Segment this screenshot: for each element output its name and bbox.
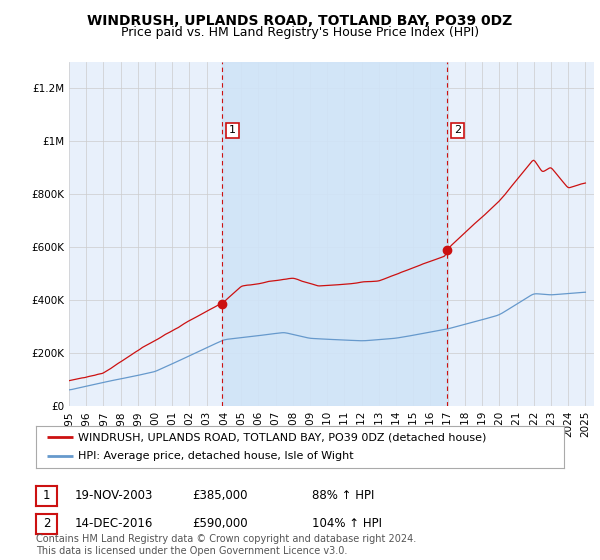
Text: WINDRUSH, UPLANDS ROAD, TOTLAND BAY, PO39 0DZ (detached house): WINDRUSH, UPLANDS ROAD, TOTLAND BAY, PO3… <box>78 432 487 442</box>
Text: 19-NOV-2003: 19-NOV-2003 <box>75 489 154 502</box>
Text: £385,000: £385,000 <box>192 489 248 502</box>
Text: Contains HM Land Registry data © Crown copyright and database right 2024.
This d: Contains HM Land Registry data © Crown c… <box>36 534 416 556</box>
Text: 1: 1 <box>43 489 50 502</box>
Text: 88% ↑ HPI: 88% ↑ HPI <box>312 489 374 502</box>
Text: Price paid vs. HM Land Registry's House Price Index (HPI): Price paid vs. HM Land Registry's House … <box>121 26 479 39</box>
Text: WINDRUSH, UPLANDS ROAD, TOTLAND BAY, PO39 0DZ: WINDRUSH, UPLANDS ROAD, TOTLAND BAY, PO3… <box>88 14 512 28</box>
Text: 14-DEC-2016: 14-DEC-2016 <box>75 517 154 530</box>
Text: 2: 2 <box>454 125 461 136</box>
Text: 104% ↑ HPI: 104% ↑ HPI <box>312 517 382 530</box>
Text: 2: 2 <box>43 517 50 530</box>
Text: HPI: Average price, detached house, Isle of Wight: HPI: Average price, detached house, Isle… <box>78 451 354 461</box>
Bar <box>222 62 447 406</box>
Text: 1: 1 <box>229 125 236 136</box>
Text: £590,000: £590,000 <box>192 517 248 530</box>
